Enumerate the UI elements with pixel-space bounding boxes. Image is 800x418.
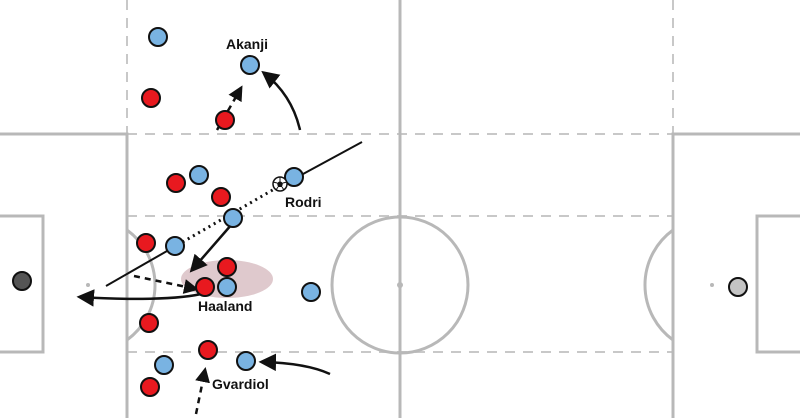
- pass-lines: [105, 141, 363, 287]
- blue-player-rodri: [284, 167, 304, 187]
- blue-player: [154, 355, 174, 375]
- blue-player-haaland: [217, 277, 237, 297]
- blue-player: [223, 208, 243, 228]
- arrow-bottom-dashed: [194, 367, 210, 415]
- red-player: [198, 340, 218, 360]
- label-gvardiol: Gvardiol: [212, 376, 269, 392]
- red-player: [139, 313, 159, 333]
- red-player: [136, 233, 156, 253]
- blue-player-akanji: [240, 55, 260, 75]
- blue-player: [148, 27, 168, 47]
- goalkeeper-right: [728, 277, 748, 297]
- label-rodri: Rodri: [285, 194, 322, 210]
- movement-arrows: [76, 70, 331, 415]
- right-penalty-area: [671, 132, 800, 418]
- blue-player: [165, 236, 185, 256]
- left-penalty-spot: [86, 283, 90, 287]
- label-haaland: Haaland: [198, 298, 252, 314]
- arrow-gvardiol-run: [258, 353, 331, 376]
- right-goal-area: [755, 214, 800, 354]
- arrow-rodri-to-haaland: [189, 223, 233, 273]
- red-player: [166, 173, 186, 193]
- red-player: [211, 187, 231, 207]
- arrow-akanji-run: [261, 70, 302, 131]
- red-player: [217, 257, 237, 277]
- football-icon: [272, 176, 288, 192]
- pitch-spots: [86, 282, 714, 288]
- red-player: [215, 110, 235, 130]
- red-player: [141, 88, 161, 108]
- red-player: [195, 277, 215, 297]
- red-team: [136, 88, 237, 397]
- blue-player-gvardiol: [236, 351, 256, 371]
- center-circle: [330, 215, 470, 355]
- pass-line-rodri-long: [291, 141, 363, 181]
- arrow-red-press-dashed: [215, 85, 243, 131]
- label-akanji: Akanji: [226, 36, 268, 52]
- goalkeeper-left: [12, 271, 32, 291]
- blue-player: [301, 282, 321, 302]
- left-goal-area: [0, 214, 45, 354]
- left-penalty-area: [0, 132, 129, 418]
- arrow-haaland-run: [76, 289, 206, 307]
- right-penalty-arc: [643, 228, 674, 342]
- right-penalty-spot: [710, 283, 714, 287]
- center-spot: [397, 282, 403, 288]
- pass-line-to-box: [105, 246, 175, 287]
- blue-team: [148, 27, 321, 375]
- blue-player: [189, 165, 209, 185]
- red-player: [140, 377, 160, 397]
